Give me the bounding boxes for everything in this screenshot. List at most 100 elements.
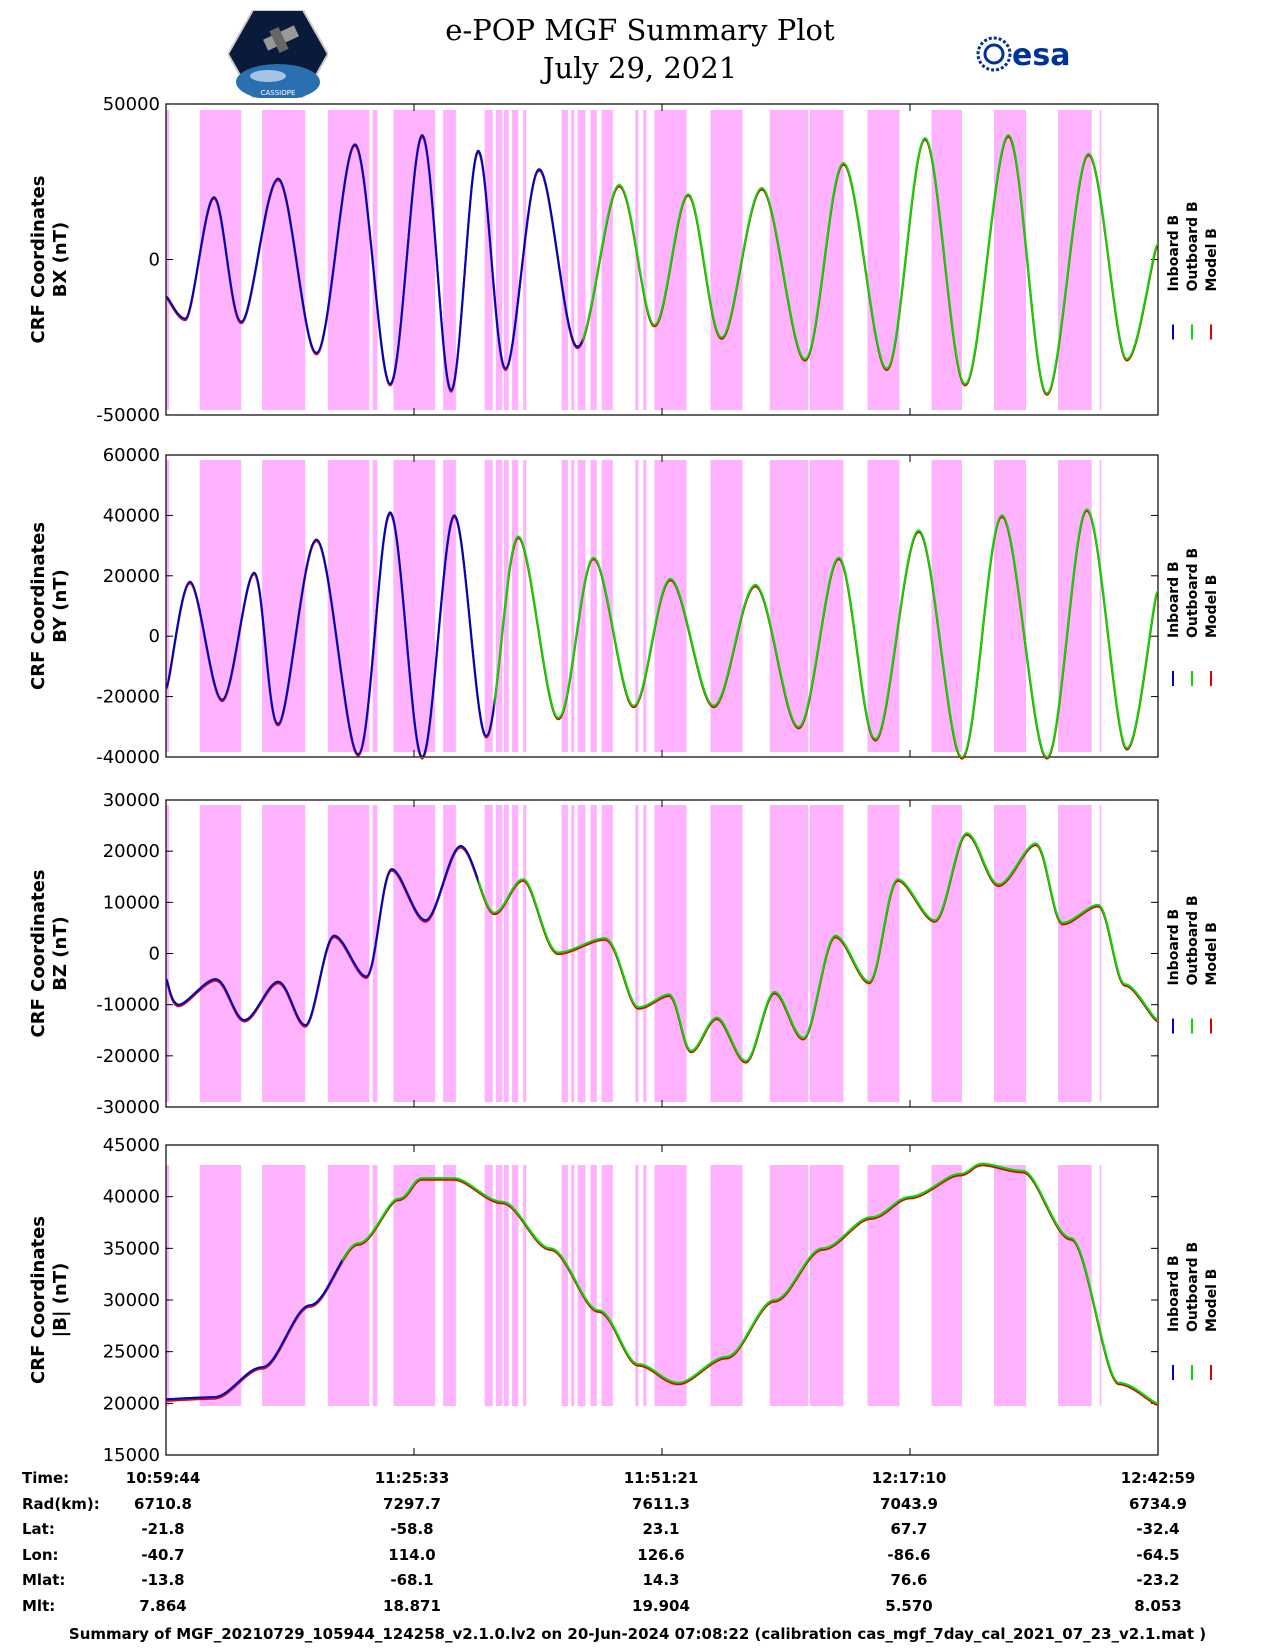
col-time: 11:25:33 — [374, 1469, 450, 1487]
shaded-interval — [994, 1165, 1027, 1406]
shaded-interval — [393, 1165, 436, 1406]
legend-label: Outboard B — [1185, 1242, 1201, 1332]
shaded-interval — [577, 805, 586, 1102]
ytick-label: -10000 — [96, 995, 160, 1016]
shaded-interval — [511, 1165, 519, 1406]
shaded-interval — [635, 1165, 639, 1406]
shaded-interval — [495, 1165, 503, 1406]
footer-caption: Summary of MGF_20210729_105944_124258_v2… — [68, 1625, 1207, 1643]
col-mlt: 5.570 — [885, 1596, 933, 1615]
col-rad: 7611.3 — [632, 1494, 690, 1513]
ytick-label: 60000 — [103, 445, 160, 466]
shaded-interval — [1058, 110, 1092, 410]
yaxis-label-line1: CRF Coordinates — [28, 522, 49, 690]
series-inboard — [166, 134, 583, 392]
panel-2: -30000 -20000 -10000 0 10000 20000 30000 CRF Co… — [28, 790, 1220, 1118]
shaded-interval — [443, 1165, 456, 1406]
shaded-interval — [654, 805, 687, 1102]
ytick-label: 15000 — [103, 1445, 160, 1466]
col-mlt: 18.871 — [383, 1596, 441, 1615]
shaded-interval — [484, 110, 493, 410]
shaded-interval — [590, 1165, 597, 1406]
shaded-interval — [635, 460, 639, 752]
shaded-interval — [262, 805, 306, 1102]
shaded-interval — [523, 110, 527, 410]
shaded-interval — [601, 1165, 613, 1406]
ytick-label: -20000 — [96, 1046, 160, 1067]
col-time: 10:59:44 — [125, 1469, 201, 1487]
col-lat: -58.8 — [390, 1520, 434, 1538]
shaded-interval — [577, 1165, 586, 1406]
cassiope-logo-text: CASSIOPE — [261, 89, 296, 97]
ytick-label: -20000 — [96, 687, 160, 708]
shaded-interval — [571, 1165, 575, 1406]
yaxis-label-line1: CRF Coordinates — [28, 1216, 49, 1384]
shaded-interval — [867, 110, 900, 410]
col-mlat: 76.6 — [890, 1571, 928, 1589]
shaded-interval — [769, 1165, 807, 1406]
plot-title-line1: e-POP MGF Summary Plot — [445, 13, 835, 47]
shaded-interval — [495, 110, 503, 410]
shaded-interval — [262, 110, 306, 410]
label-rad: Rad(km): — [22, 1494, 100, 1513]
info-column-1: 11:25:33 7297.7 -58.8 114.0 -68.1 18.871 — [342, 1466, 482, 1619]
label-mlat: Mlat: — [22, 1571, 66, 1589]
legend-label: Model B — [1204, 575, 1220, 638]
col-lon: 126.6 — [637, 1545, 685, 1564]
shaded-interval — [484, 1165, 493, 1406]
ytick-label: 30000 — [103, 790, 160, 811]
col-lat: -21.8 — [141, 1520, 185, 1538]
legend-label: Inboard B — [1166, 1255, 1182, 1332]
shaded-interval — [561, 460, 568, 752]
shaded-interval — [1099, 1165, 1102, 1406]
shaded-interval — [643, 110, 647, 410]
panel-3: 15000 20000 25000 30000 35000 40000 45000 CRF C… — [28, 1135, 1220, 1466]
ytick-label: 50000 — [103, 94, 160, 115]
shaded-interval — [199, 805, 242, 1102]
shaded-interval — [199, 1165, 242, 1406]
shaded-interval — [503, 805, 509, 1102]
label-lon: Lon: — [22, 1545, 59, 1564]
series-model — [165, 1163, 1159, 1406]
col-lat: -32.4 — [1136, 1520, 1180, 1538]
shaded-interval — [601, 110, 613, 410]
col-rad: 6710.8 — [134, 1494, 192, 1513]
col-lon: 114.0 — [388, 1545, 436, 1564]
shaded-interval — [503, 460, 509, 752]
series-outboard — [165, 1162, 1159, 1405]
shaded-interval — [806, 805, 809, 1102]
shaded-interval — [590, 805, 597, 1102]
shaded-interval — [484, 460, 493, 752]
shaded-interval — [393, 805, 436, 1102]
info-labels: Time: Rad(km): Lat: Lon: Mlat: Mlt: — [22, 1466, 100, 1619]
ytick-label: 0 — [149, 944, 160, 965]
esa-logo-text: esa — [1012, 38, 1070, 73]
col-rad: 7297.7 — [383, 1494, 441, 1513]
label-lat: Lat: — [22, 1520, 55, 1538]
shaded-interval — [511, 110, 519, 410]
shaded-interval — [523, 805, 527, 1102]
info-column-3: 12:17:10 7043.9 67.7 -86.6 76.6 5.570 — [839, 1466, 979, 1619]
label-mlt: Mlt: — [22, 1596, 56, 1615]
shaded-interval — [372, 110, 378, 410]
shaded-interval — [495, 460, 503, 752]
shaded-interval — [590, 110, 597, 410]
shaded-interval — [809, 460, 844, 752]
shaded-interval — [654, 1165, 687, 1406]
shaded-interval — [994, 110, 1027, 410]
col-mlat: -68.1 — [390, 1571, 434, 1589]
shaded-interval — [511, 460, 519, 752]
shaded-interval — [577, 110, 586, 410]
col-time: 12:17:10 — [871, 1469, 947, 1487]
ytick-label: 40000 — [103, 505, 160, 526]
shaded-interval — [931, 1165, 962, 1406]
shaded-interval — [1099, 460, 1102, 752]
legend-label: Model B — [1204, 228, 1220, 291]
col-lon: -86.6 — [887, 1545, 931, 1564]
legend-label: Inboard B — [1166, 561, 1182, 638]
shaded-interval — [199, 460, 242, 752]
shaded-interval — [769, 805, 807, 1102]
shaded-interval — [806, 1165, 809, 1406]
esa-logo: esa — [976, 36, 1070, 73]
shaded-interval — [561, 1165, 568, 1406]
